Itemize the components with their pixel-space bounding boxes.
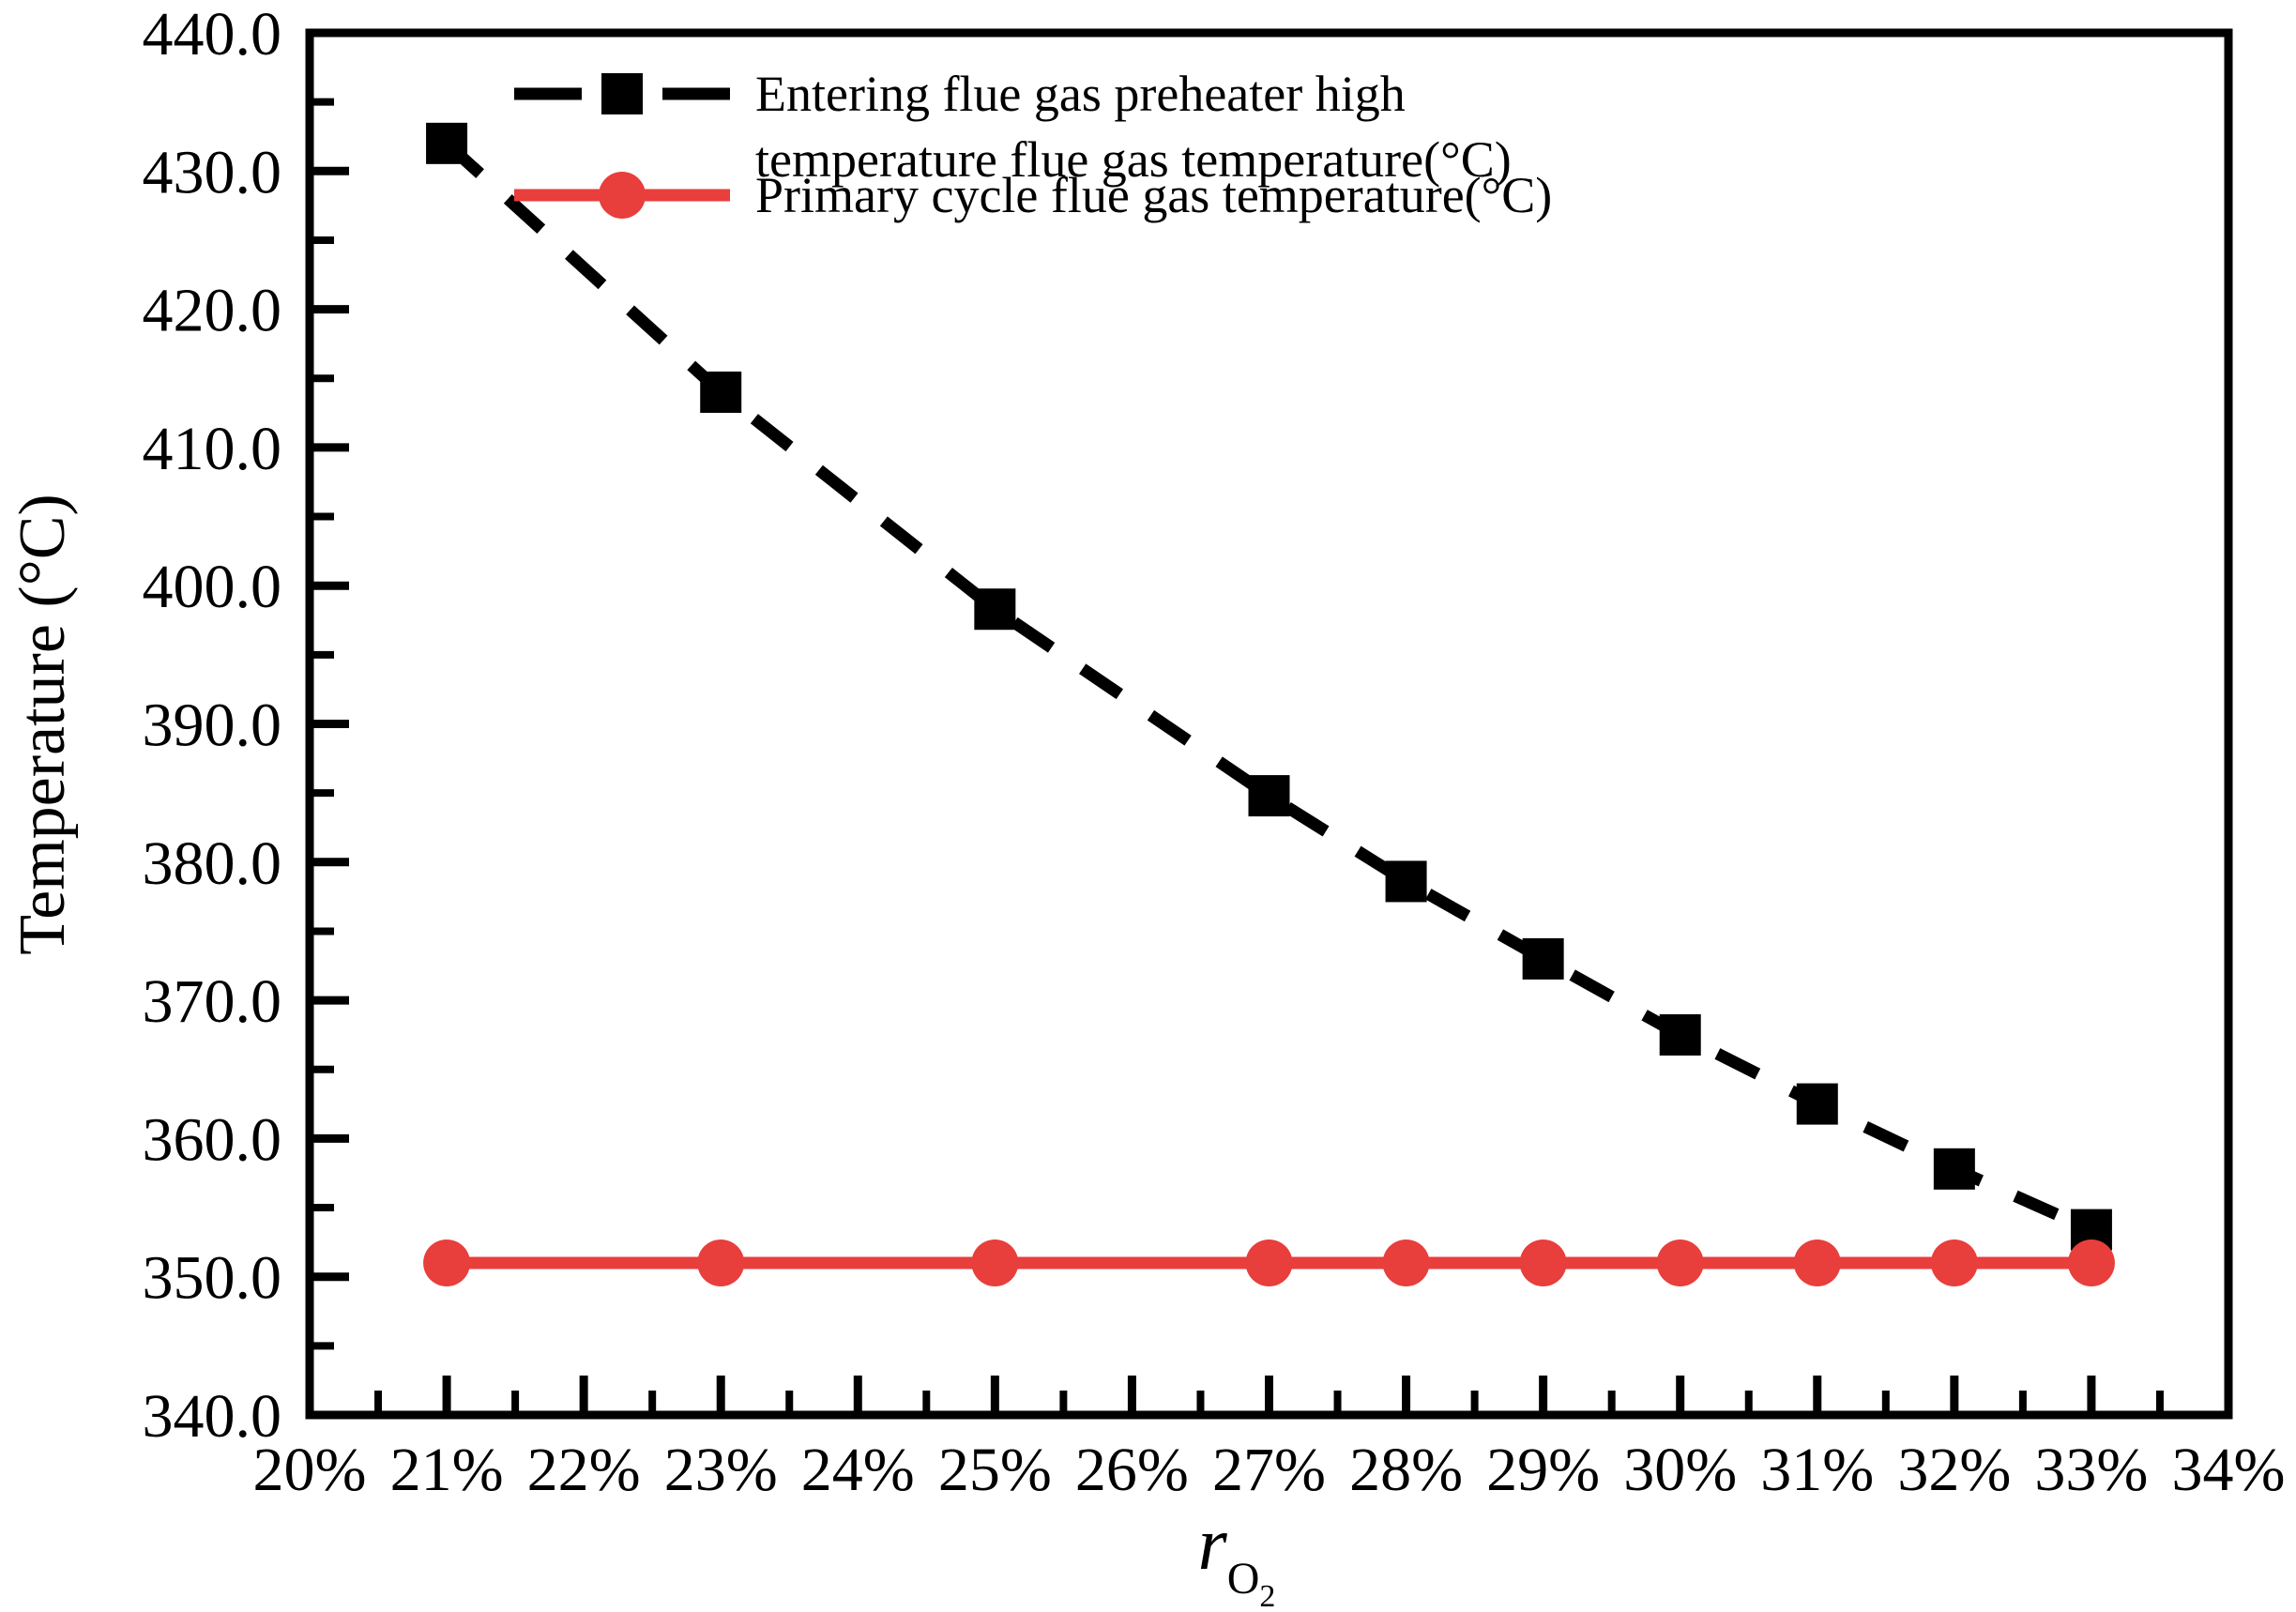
y-tick-label: 440.0 [143,0,282,68]
data-point-marker-primary [697,1239,745,1286]
data-point-marker-entering [700,371,742,413]
data-point-marker-primary [423,1239,471,1286]
plot-frame [305,28,2233,1420]
data-point-marker-entering [974,588,1016,631]
x-tick-label: 34% [2172,1436,2286,1504]
legend-marker-circle [599,172,646,219]
legend-label-primary: Primary cycle flue gas temperature(°C) [755,167,1552,223]
y-tick-label: 340.0 [143,1382,282,1451]
y-tick-label: 390.0 [143,692,282,760]
y-tick-label: 410.0 [143,415,282,483]
x-tick-label: 25% [938,1436,1052,1504]
x-tick-label: 28% [1349,1436,1463,1504]
data-point-marker-entering [1248,775,1290,817]
data-point-marker-primary [1930,1239,1978,1286]
x-tick-label: 20% [253,1436,367,1504]
y-tick-label: 420.0 [143,277,282,345]
y-axis-title: Temperature (°C) [7,494,79,954]
data-point-marker-entering [1796,1083,1838,1125]
data-point-marker-entering [1659,1013,1701,1056]
legend: Entering flue gas preheater high temperat… [514,66,1552,223]
series-line-entering [442,139,2094,1236]
data-point-marker-primary [1382,1239,1430,1286]
data-point-marker-primary [2067,1239,2115,1286]
x-tick-label: 29% [1486,1436,1600,1504]
x-axis-title: rO2 [1198,1503,1276,1612]
x-tick-label: 30% [1623,1436,1737,1504]
x-tick-label: 22% [527,1436,641,1504]
x-tick-label: 31% [1760,1436,1874,1504]
legend-marker-square [601,73,643,114]
legend-label-entering: Entering flue gas preheater high [755,66,1406,122]
y-tick-label: 360.0 [143,1105,282,1174]
data-point-marker-entering [1522,937,1564,980]
series-layer [423,122,2115,1286]
x-tick-label: 27% [1212,1436,1326,1504]
data-point-marker-primary [1793,1239,1841,1286]
data-point-marker-primary [971,1239,1019,1286]
x-tick-label: 26% [1075,1436,1189,1504]
y-tick-label: 400.0 [143,553,282,621]
data-point-marker-primary [1656,1239,1704,1286]
y-tick-label: 370.0 [143,967,282,1036]
y-tick-label: 430.0 [143,138,282,206]
data-point-marker-entering [1385,860,1427,903]
x-tick-label: 23% [664,1436,778,1504]
x-tick-label: 24% [801,1436,915,1504]
data-point-marker-primary [1519,1239,1567,1286]
y-tick-label: 350.0 [143,1244,282,1313]
x-tick-label: 33% [2034,1436,2148,1504]
y-tick-label: 380.0 [143,829,282,898]
axes-layer: 340.0 350.0 360.0 370.0 380.0 390.0 400.0 410.0… [143,0,2286,1504]
x-tick-label: 32% [1897,1436,2011,1504]
legend-label-entering: temperature flue gas temperature(°C) [755,131,1512,188]
data-point-marker-entering [1933,1148,1975,1190]
x-tick-label: 21% [390,1436,504,1504]
data-point-marker-entering [426,122,468,164]
data-point-marker-primary [1245,1239,1293,1286]
